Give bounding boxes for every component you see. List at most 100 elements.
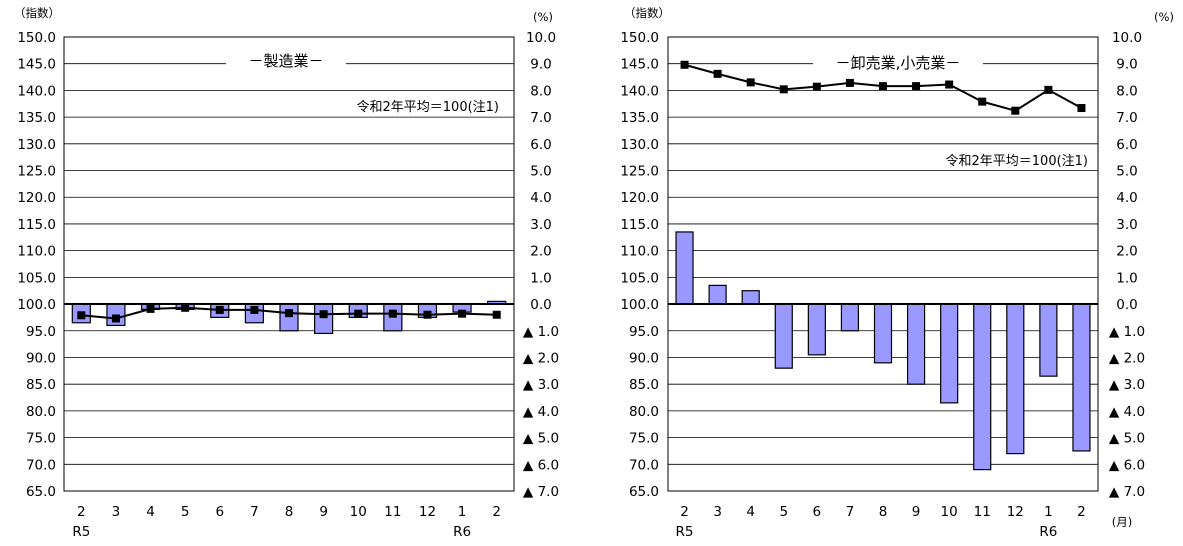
line-marker [250,305,259,314]
year-label: R6 [1039,524,1057,540]
x-tick-labels: 2 3 4 5 6 7 8 9 10 11 12 1 2R5 R6 [676,504,1086,540]
left-tick-label: 125.0 [17,164,56,180]
bar [1039,303,1058,377]
x-tick-label: 11 [974,504,991,520]
x-tick-label: 2 [492,504,501,520]
left-tick-label: 85.0 [26,377,56,393]
index-base-note: 令和2年平均＝100(注1) [357,100,500,115]
right-axis-unit: (%) [533,10,553,24]
right-tick-label: 4.0 [1116,190,1137,206]
right-tick-label: 7.0 [1116,110,1137,126]
line-marker [77,311,86,320]
right-tick-label: ▲ 6.0 [1109,457,1145,473]
left-tick-label: 95.0 [629,324,659,340]
title-background [226,48,346,72]
bar [873,303,893,364]
right-tick-label: ▲ 1.0 [523,324,559,340]
line-marker [458,309,467,318]
x-tick-label: 4 [146,504,155,520]
line-marker [812,82,821,91]
left-tick-label: 135.0 [620,110,659,126]
x-tick-label: 2 [1077,504,1086,520]
line-marker [146,304,155,313]
wholesale-retail-chart: （指数） (%) －卸売業,小売業－ 令和2年平均＝100(注1) 150.01… [620,6,1174,540]
left-tick-label: 115.0 [17,217,56,233]
right-tick-label: 0.0 [530,297,551,313]
right-tick-label: ▲ 1.0 [1109,324,1145,340]
right-tick-label: ▲ 7.0 [523,484,559,500]
right-tick-label: ▲ 4.0 [523,404,559,420]
left-tick-labels: 150.0 145.0 140.0 135.0 130.0 125.0 120.0 115.0… [17,30,56,500]
right-tick-label: 10.0 [1112,30,1142,46]
line-marker [354,309,363,318]
right-tick-label: ▲ 3.0 [1109,377,1145,393]
line-marker [1077,104,1086,113]
x-tick-label: 2 [77,504,86,520]
x-tick-label: 8 [285,504,294,520]
x-tick-label: 7 [846,504,855,520]
x-tick-label: 3 [112,504,121,520]
x-tick-label: 7 [250,504,259,520]
left-tick-label: 140.0 [620,83,659,99]
left-tick-label: 115.0 [620,217,659,233]
right-tick-labels: 10.0 9.0 8.0 7.0 6.0 5.0 4.0 3.0 2.0 1.0 0.0 ▲ 1.0 ▲… [1109,30,1145,500]
x-tick-label: 6 [215,504,224,520]
year-label: R6 [453,524,471,540]
line-marker [912,82,921,91]
chart-title: －卸売業,小売業－ [836,54,961,72]
line-marker [945,80,954,89]
right-tick-label: 0.0 [1116,297,1137,313]
left-tick-label: 110.0 [17,244,56,260]
left-tick-label: 105.0 [620,270,659,286]
x-tick-label: 11 [384,504,401,520]
line-marker [680,60,689,69]
left-tick-label: 130.0 [620,137,659,153]
left-tick-label: 85.0 [629,377,659,393]
year-label: R5 [72,524,90,540]
left-tick-label: 105.0 [17,270,56,286]
x-tick-labels: 2 3 4 5 6 7 8 9 10 11 12 1 2R5 R6 [72,504,501,540]
right-tick-label: ▲ 5.0 [523,431,559,447]
index-base-note: 令和2年平均＝100(注1) [946,154,1089,169]
left-tick-label: 145.0 [620,57,659,73]
left-tick-label: 95.0 [26,324,56,340]
right-tick-label: 5.0 [530,164,551,180]
x-tick-label: 10 [941,504,958,520]
right-axis-unit: (%) [1154,10,1174,24]
left-tick-label: 140.0 [17,83,56,99]
line-series [77,303,501,323]
right-tick-label: ▲ 4.0 [1109,404,1145,420]
x-tick-label: 12 [419,504,436,520]
bar [1006,303,1025,455]
line-marker [111,314,120,323]
year-label: R5 [676,524,694,540]
right-tick-label: 6.0 [530,137,551,153]
line-marker [423,310,432,319]
bar [807,303,826,356]
right-tick-label: 2.0 [530,244,551,260]
line-marker [746,78,755,87]
right-tick-label: 8.0 [530,83,551,99]
line-marker [285,309,293,318]
left-tick-labels: 150.0 145.0 140.0 135.0 130.0 125.0 120.0 115.0… [620,30,659,500]
bar [774,303,793,369]
plot-area [667,36,1099,492]
line-marker [779,85,788,94]
x-tick-label: 4 [746,504,755,520]
right-tick-label: ▲ 3.0 [523,377,559,393]
x-tick-label: 9 [912,504,921,520]
left-tick-label: 65.0 [629,484,659,500]
left-tick-label: 65.0 [26,484,56,500]
x-tick-label: 8 [879,504,888,520]
left-tick-label: 145.0 [17,57,56,73]
left-tick-label: 130.0 [17,137,56,153]
left-tick-label: 80.0 [629,404,659,420]
chart-title: －製造業－ [248,52,323,70]
bar [279,303,299,332]
x-tick-label: 9 [319,504,328,520]
right-tick-label: 9.0 [530,57,551,73]
bar [973,303,992,471]
right-tick-label: 5.0 [1116,164,1137,180]
right-tick-label: 9.0 [1116,57,1137,73]
manufacturing-chart: （指数） (%) －製造業－ 令和2年平均＝100(注1) 150.0145.0… [14,6,559,540]
